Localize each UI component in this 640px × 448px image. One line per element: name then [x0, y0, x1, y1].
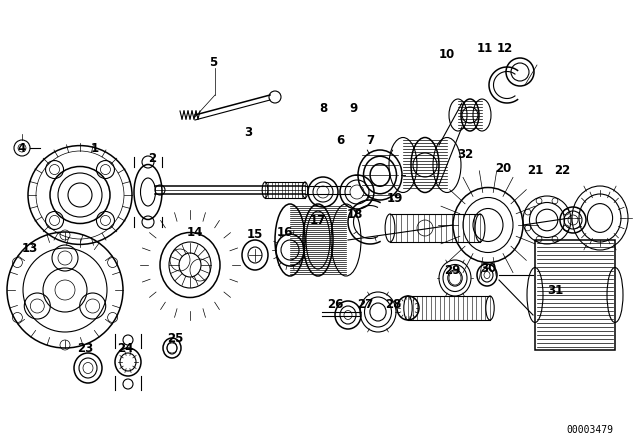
Text: 5: 5 — [209, 56, 217, 69]
Text: 9: 9 — [349, 102, 357, 115]
Text: 2: 2 — [148, 151, 156, 164]
Text: 19: 19 — [387, 191, 403, 204]
Text: 29: 29 — [444, 263, 460, 276]
Text: 3: 3 — [244, 126, 252, 139]
Text: 20: 20 — [495, 161, 511, 175]
Text: 18: 18 — [347, 208, 363, 221]
Text: 4: 4 — [18, 142, 26, 155]
Text: 13: 13 — [22, 241, 38, 254]
Text: 32: 32 — [457, 148, 473, 161]
Bar — [535, 240, 615, 350]
Text: 00003479: 00003479 — [566, 425, 614, 435]
Text: 6: 6 — [336, 134, 344, 146]
Text: 27: 27 — [357, 298, 373, 311]
Text: 28: 28 — [385, 298, 401, 311]
Text: 1: 1 — [91, 142, 99, 155]
Text: 31: 31 — [547, 284, 563, 297]
Text: 8: 8 — [319, 102, 327, 115]
Text: 26: 26 — [327, 298, 343, 311]
Text: 11: 11 — [477, 42, 493, 55]
Text: 12: 12 — [497, 42, 513, 55]
Text: 24: 24 — [117, 341, 133, 354]
Text: 14: 14 — [187, 227, 203, 240]
Text: 10: 10 — [439, 48, 455, 61]
Text: 21: 21 — [527, 164, 543, 177]
Text: 23: 23 — [77, 341, 93, 354]
Text: 7: 7 — [366, 134, 374, 146]
Text: 17: 17 — [310, 214, 326, 227]
Text: 30: 30 — [480, 262, 496, 275]
Text: 16: 16 — [277, 227, 293, 240]
Text: 22: 22 — [554, 164, 570, 177]
Text: 25: 25 — [167, 332, 183, 345]
Text: 15: 15 — [247, 228, 263, 241]
